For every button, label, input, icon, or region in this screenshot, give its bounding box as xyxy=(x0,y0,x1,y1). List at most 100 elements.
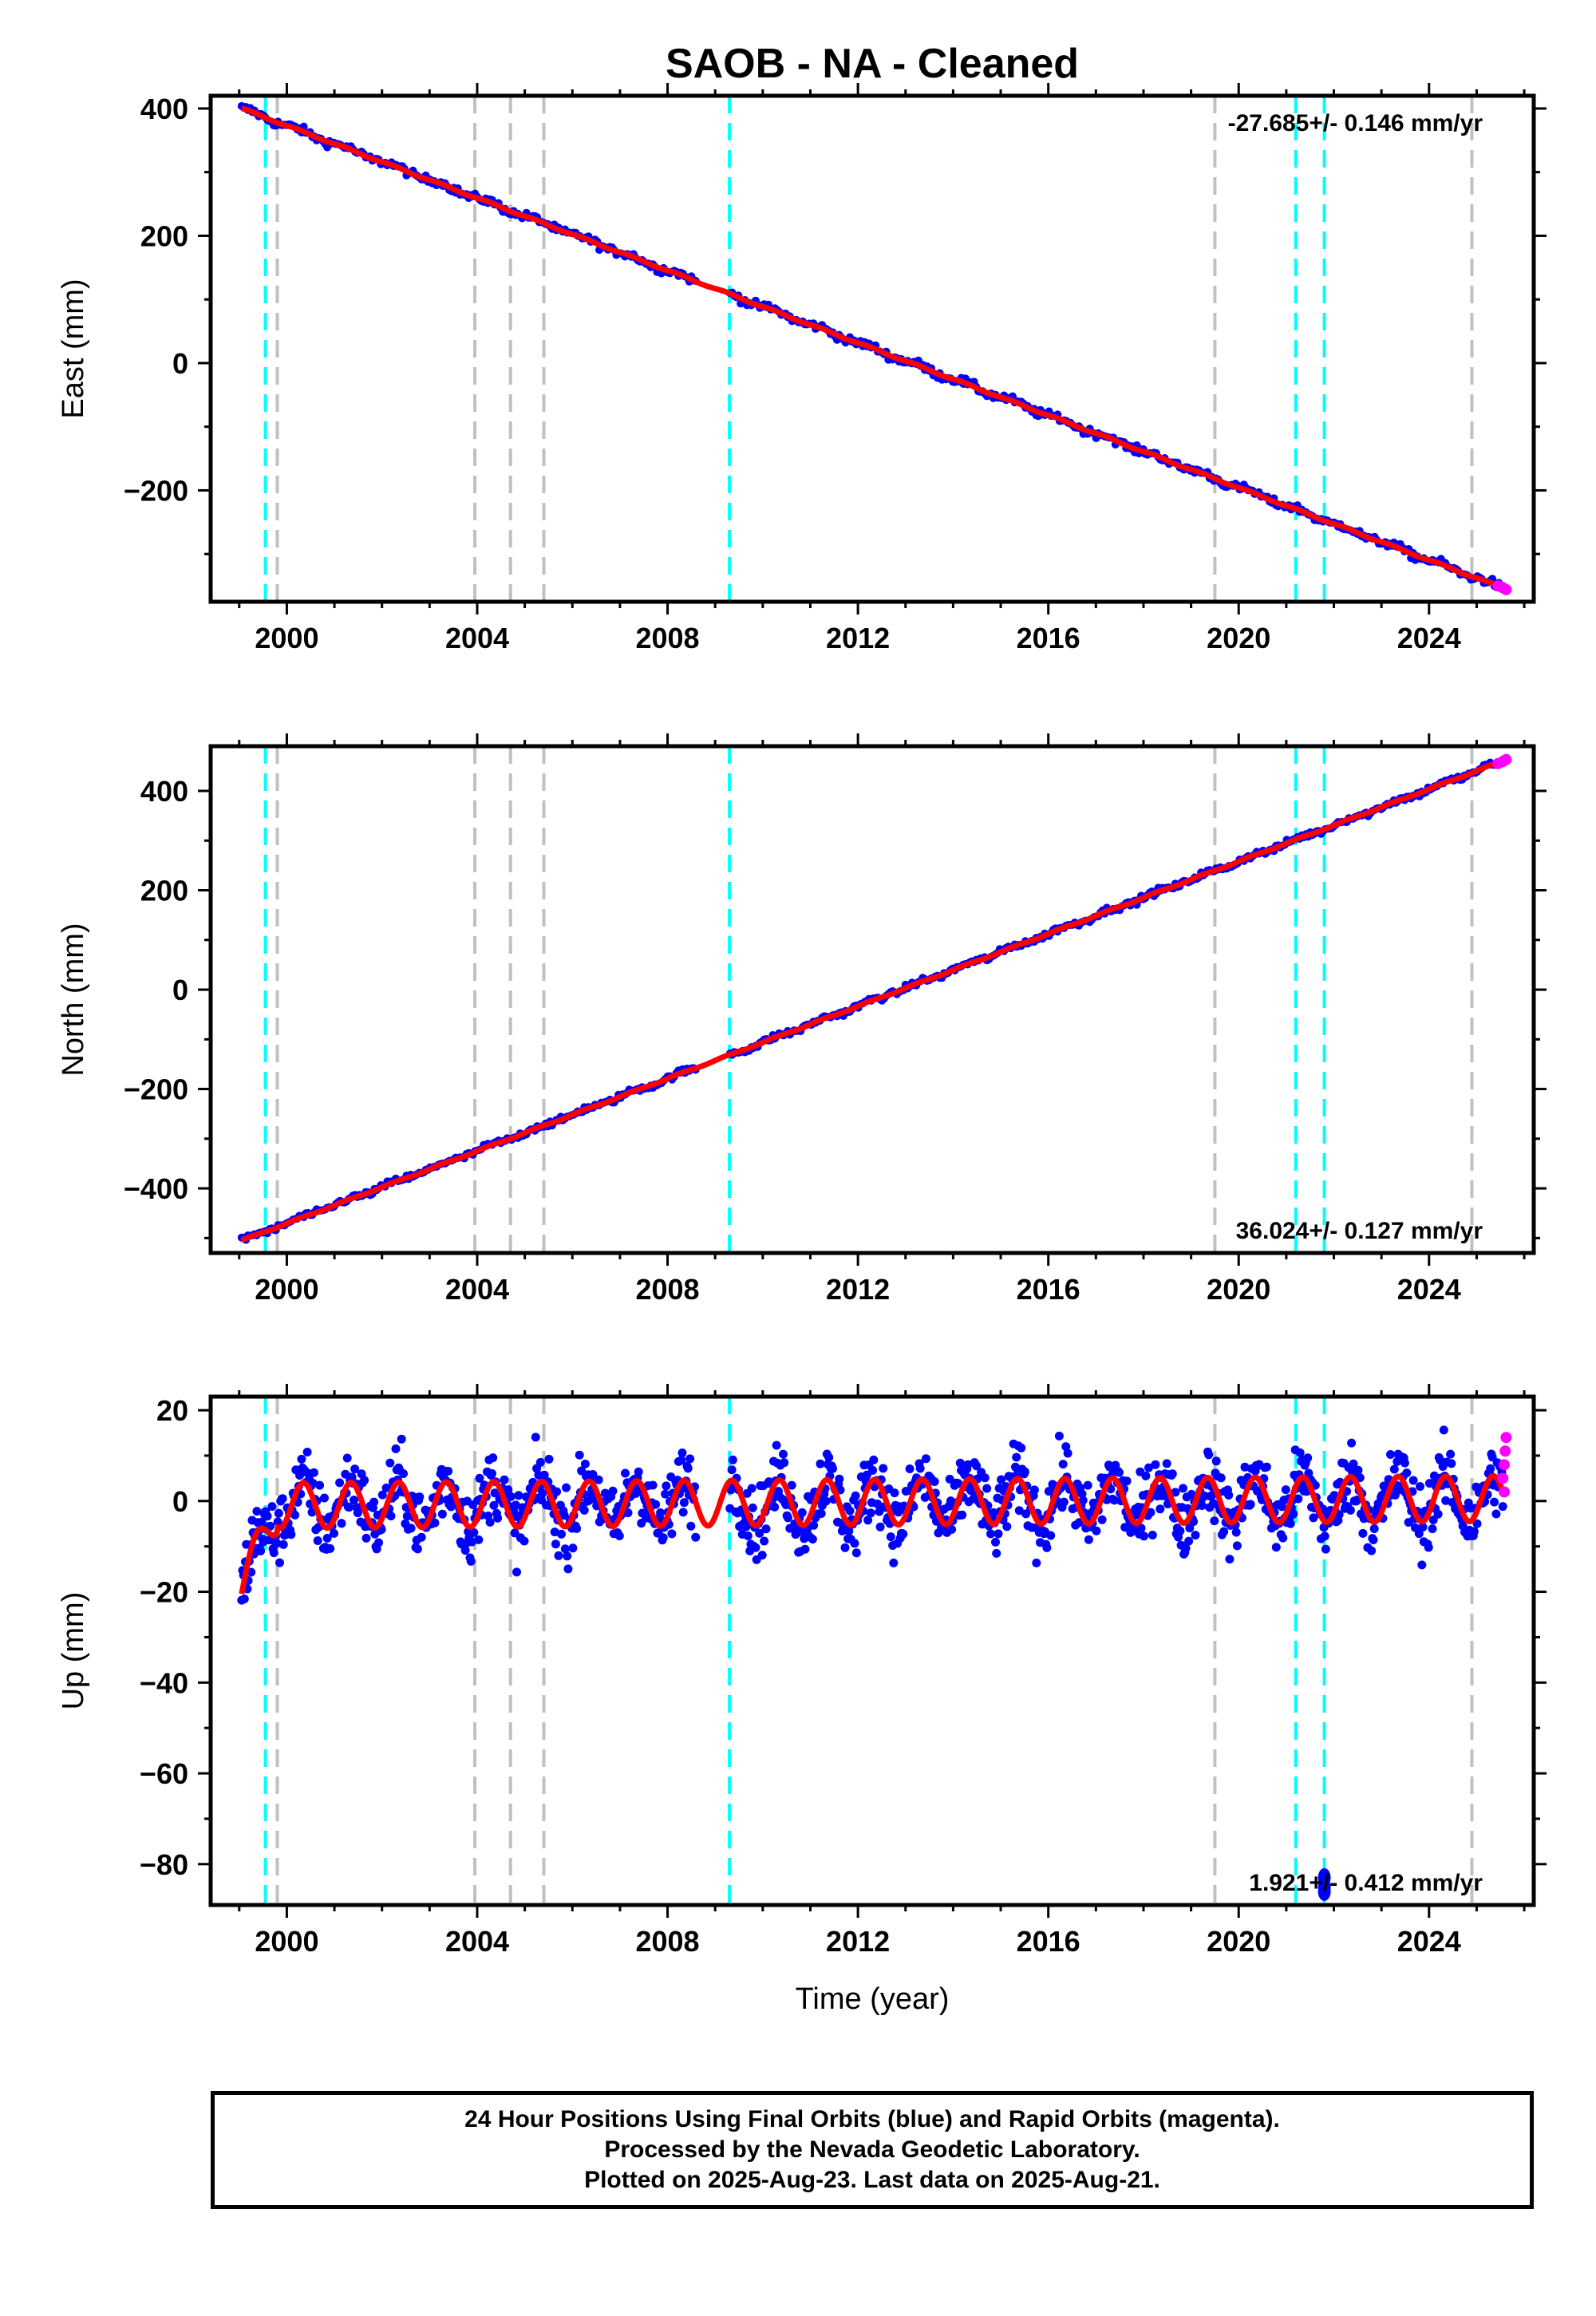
data-point xyxy=(840,1543,850,1552)
data-point xyxy=(531,1433,540,1442)
data-point xyxy=(1433,1509,1443,1519)
data-point xyxy=(761,1524,771,1534)
data-point xyxy=(679,1498,689,1508)
x-tick-label: 2012 xyxy=(826,1925,890,1958)
data-point xyxy=(1469,1527,1479,1536)
data-point xyxy=(1414,1529,1424,1539)
data-point xyxy=(743,1531,753,1540)
data-point xyxy=(1011,1462,1020,1472)
data-point xyxy=(850,1539,859,1548)
x-tick-label: 2020 xyxy=(1207,622,1270,654)
caption-line-3: Plotted on 2025-Aug-23. Last data on 202… xyxy=(584,2167,1160,2193)
outlier-point xyxy=(1317,1881,1331,1901)
data-point xyxy=(1084,1535,1093,1544)
data-point xyxy=(360,1476,369,1485)
y-axis-label: Up (mm) xyxy=(57,1592,90,1710)
data-point xyxy=(297,1454,306,1464)
data-point xyxy=(1197,1501,1207,1510)
data-point xyxy=(1219,1527,1229,1536)
data-point xyxy=(580,1459,590,1468)
data-point xyxy=(330,1528,338,1538)
y-axis-label: East (mm) xyxy=(57,279,90,418)
data-point xyxy=(678,1448,687,1457)
data-point xyxy=(539,1470,549,1480)
y-tick-label: 0 xyxy=(172,1485,188,1518)
plot-area xyxy=(237,746,1512,1253)
data-point xyxy=(514,1491,523,1500)
data-point xyxy=(575,1450,584,1460)
data-point xyxy=(1424,1543,1433,1552)
data-point xyxy=(460,1546,470,1555)
data-point xyxy=(263,1512,272,1521)
y-tick-label: 400 xyxy=(140,93,188,125)
data-point xyxy=(889,1558,899,1567)
data-point xyxy=(678,1508,688,1517)
x-tick-label: 2012 xyxy=(826,622,890,654)
data-point xyxy=(648,1480,658,1490)
data-point xyxy=(488,1453,498,1463)
data-point xyxy=(386,1512,396,1521)
data-point xyxy=(991,1537,1000,1547)
data-point xyxy=(361,1533,371,1543)
caption-box: 24 Hour Positions Using Final Orbits (bl… xyxy=(211,2091,1534,2209)
data-point xyxy=(1211,1456,1221,1466)
data-point xyxy=(274,1508,283,1518)
data-point xyxy=(326,1543,335,1553)
data-point xyxy=(755,1528,764,1538)
data-point xyxy=(809,1520,819,1530)
data-point xyxy=(873,1500,883,1508)
data-point xyxy=(1389,1464,1399,1474)
rapid-point xyxy=(1499,1486,1511,1498)
data-point xyxy=(568,1543,578,1553)
data-point xyxy=(467,1537,476,1547)
data-point xyxy=(800,1544,810,1554)
data-point xyxy=(875,1522,885,1531)
data-point xyxy=(986,1529,995,1539)
rapid-orbit-points xyxy=(1492,580,1512,595)
data-point xyxy=(1002,1522,1012,1531)
data-point xyxy=(308,1479,318,1488)
data-point xyxy=(816,1459,825,1468)
data-point xyxy=(821,1496,831,1506)
data-point xyxy=(955,1458,965,1468)
data-point xyxy=(466,1556,476,1566)
data-point xyxy=(391,1444,401,1453)
data-point xyxy=(1281,1485,1290,1495)
data-point xyxy=(489,1500,499,1510)
data-point xyxy=(1303,1453,1313,1463)
data-point xyxy=(621,1468,630,1478)
data-point xyxy=(1032,1558,1041,1567)
data-point xyxy=(594,1475,603,1484)
data-point xyxy=(1162,1459,1171,1468)
panel-1: 2000 2004 2008 2012 2016 2020 2024 −200 0 200 400 E… xyxy=(57,83,1547,654)
data-point xyxy=(475,1473,484,1483)
x-tick-label: 2020 xyxy=(1207,1925,1270,1958)
data-point xyxy=(1418,1523,1428,1531)
data-point xyxy=(1167,1469,1177,1479)
data-point xyxy=(535,1457,545,1467)
data-point xyxy=(958,1510,967,1520)
data-point xyxy=(417,1532,426,1542)
data-point xyxy=(588,1470,598,1479)
data-point xyxy=(741,1522,751,1531)
data-point xyxy=(377,1490,387,1500)
model-curve xyxy=(240,757,1507,1243)
data-point xyxy=(982,1484,992,1493)
data-point xyxy=(413,1544,422,1554)
data-point xyxy=(1191,1531,1200,1540)
data-point xyxy=(335,1478,345,1488)
data-point xyxy=(1320,1531,1329,1541)
data-point xyxy=(1061,1442,1071,1452)
data-point xyxy=(683,1464,693,1473)
data-point xyxy=(551,1539,560,1549)
data-point xyxy=(385,1458,395,1468)
data-point xyxy=(1428,1516,1438,1524)
data-point xyxy=(787,1480,796,1490)
data-point xyxy=(1044,1487,1053,1496)
data-point xyxy=(1417,1560,1427,1570)
data-point xyxy=(623,1508,633,1518)
x-tick-label: 2004 xyxy=(445,622,509,654)
y-tick-label: −80 xyxy=(140,1848,188,1881)
data-point xyxy=(1225,1555,1235,1564)
x-axis-label: Time (year) xyxy=(796,1982,950,2016)
